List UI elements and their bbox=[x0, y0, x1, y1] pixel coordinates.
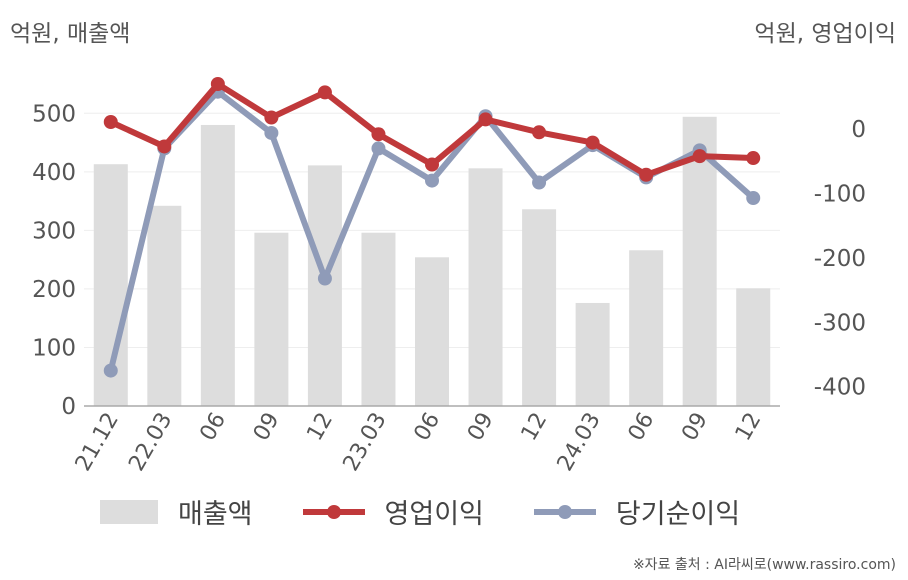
operating-profit-point bbox=[157, 139, 172, 154]
right-tick-label: -200 bbox=[814, 246, 866, 272]
net-income-point bbox=[371, 141, 386, 156]
right-tick-label: -300 bbox=[814, 310, 866, 336]
net-income-point bbox=[103, 363, 118, 378]
operating-profit-line bbox=[103, 77, 761, 182]
operating-profit-point bbox=[317, 85, 332, 100]
revenue-bar bbox=[307, 165, 342, 406]
net-income-point bbox=[317, 271, 332, 286]
x-tick-label: 12 bbox=[731, 409, 767, 446]
revenue-bar bbox=[468, 168, 503, 406]
legend-item-net: 당기순이익 bbox=[533, 492, 741, 531]
x-tick-label: 09 bbox=[677, 409, 713, 446]
left-axis-unit: 억원, 매출액 bbox=[10, 21, 131, 47]
legend-label-net: 당기순이익 bbox=[615, 499, 741, 530]
revenue-bars bbox=[93, 116, 771, 407]
net-income-point bbox=[746, 190, 761, 205]
left-tick-label: 500 bbox=[32, 101, 76, 127]
legend-item-operating: 영업이익 bbox=[302, 492, 484, 531]
right-y-ticks: 0 -100 -200 -300 -400 bbox=[814, 117, 866, 401]
source-note: ※자료 출처 : AI라씨로(www.rassiro.com) bbox=[632, 557, 896, 573]
revenue-bar bbox=[736, 288, 771, 406]
net-income-point bbox=[264, 125, 279, 140]
right-tick-label: 0 bbox=[851, 117, 866, 143]
left-tick-label: 100 bbox=[32, 335, 76, 361]
x-tick-label: 06 bbox=[624, 409, 660, 446]
x-tick-label: 06 bbox=[195, 409, 231, 446]
legend-label-operating: 영업이익 bbox=[384, 499, 484, 530]
right-axis-unit: 억원, 영업이익 bbox=[754, 21, 896, 47]
operating-profit-point bbox=[210, 77, 225, 91]
x-tick-label: 22.03 bbox=[124, 409, 177, 476]
x-tick-label: 12 bbox=[517, 409, 553, 446]
x-tick-label: 21.12 bbox=[71, 409, 124, 476]
operating-profit-point bbox=[532, 125, 547, 140]
revenue-bar bbox=[254, 232, 289, 406]
left-tick-label: 300 bbox=[32, 218, 76, 244]
revenue-bar bbox=[522, 209, 557, 406]
operating-profit-point bbox=[585, 135, 600, 150]
operating-profit-point bbox=[746, 151, 761, 166]
revenue-bar bbox=[200, 124, 235, 407]
operating-profit-point bbox=[692, 149, 707, 164]
revenue-bar bbox=[361, 232, 396, 406]
legend-item-revenue: 매출액 bbox=[100, 492, 253, 531]
right-tick-label: -400 bbox=[814, 375, 866, 401]
operating-profit-point bbox=[264, 110, 279, 125]
x-tick-label: 24.03 bbox=[553, 409, 606, 476]
legend-swatch-operating bbox=[302, 504, 365, 519]
revenue-bar bbox=[682, 116, 717, 406]
x-tick-label: 09 bbox=[249, 409, 285, 446]
left-y-ticks: 0 100 200 300 400 500 bbox=[32, 101, 76, 420]
x-tick-label: 12 bbox=[302, 409, 338, 446]
net-income-point bbox=[425, 173, 439, 188]
legend-swatch-net bbox=[533, 504, 596, 519]
x-tick-label: 09 bbox=[463, 409, 499, 446]
revenue-bar bbox=[415, 257, 449, 406]
x-tick-label: 06 bbox=[410, 409, 446, 446]
left-tick-label: 0 bbox=[61, 394, 76, 420]
operating-profit-point bbox=[478, 112, 493, 127]
left-tick-label: 200 bbox=[32, 277, 76, 303]
revenue-bar bbox=[629, 250, 664, 406]
revenue-bar bbox=[147, 205, 182, 406]
revenue-bar bbox=[575, 302, 610, 406]
left-tick-label: 400 bbox=[32, 160, 76, 186]
operating-profit-point bbox=[425, 157, 439, 172]
x-tick-label: 23.03 bbox=[339, 409, 392, 476]
net-income-point bbox=[532, 175, 547, 190]
right-tick-label: -100 bbox=[814, 181, 866, 207]
legend-label-revenue: 매출액 bbox=[178, 499, 253, 530]
legend: 매출액 영업이익 당기순이익 bbox=[100, 492, 790, 531]
x-ticks: 21.12 22.03 06 09 12 23.03 06 09 12 24.03 06 09 12 bbox=[71, 409, 767, 476]
operating-profit-point bbox=[371, 127, 386, 142]
legend-swatch-revenue bbox=[100, 499, 158, 524]
operating-profit-point bbox=[103, 114, 118, 129]
operating-profit-point bbox=[639, 167, 654, 182]
